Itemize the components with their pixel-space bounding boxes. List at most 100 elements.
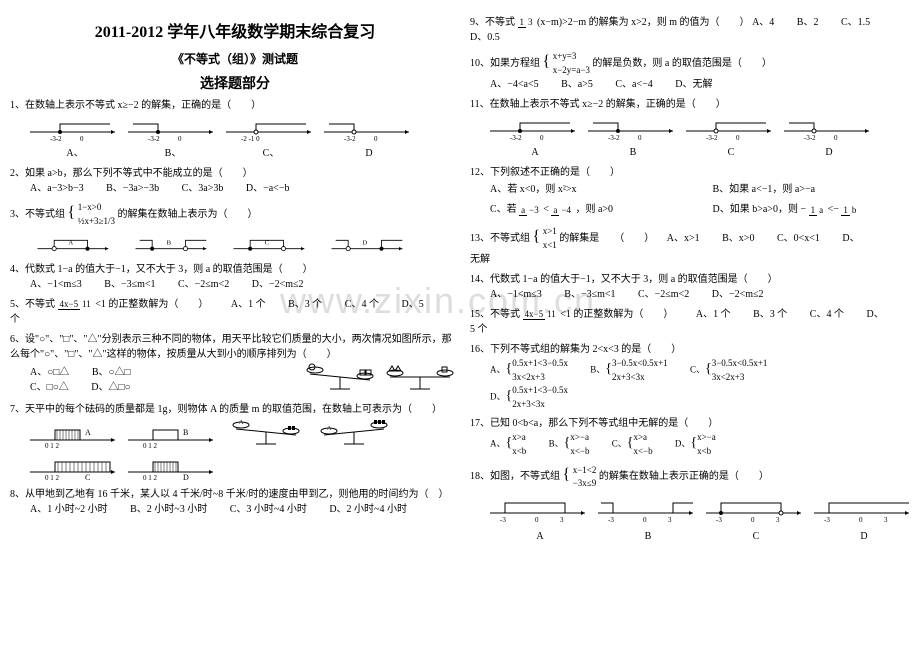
q17-c: C、 [612, 439, 627, 449]
svg-text:0: 0 [638, 134, 642, 141]
q1-label-a: A、 [30, 146, 120, 161]
question-2: 2、如果 a>b，那么下列不等式中不能成立的是（ ） A、a−3>b−3 B、−… [10, 166, 460, 196]
subtitle: 《不等式（组）》测试题 [10, 50, 460, 67]
q10-opt-a: A、−4<a<5 [490, 77, 539, 92]
q3-text: 3、不等式组 [10, 209, 65, 220]
q5-pre: 5、不等式 [10, 299, 55, 310]
q8-opt-b: B、2 小时~3 小时 [130, 502, 207, 517]
q9-opt-c: C、1.5 [841, 15, 870, 30]
q16-b1: 3−0.5x<0.5x+1 [612, 358, 668, 368]
q18-label-d: D [814, 529, 914, 544]
q5-post: <1 的正整数解为（ ） [95, 299, 208, 310]
q12-c-mid: < [543, 204, 549, 215]
q13-opt-b: B、x>0 [722, 231, 754, 246]
q18-sys1: x−1<2 [573, 465, 597, 475]
q11-text: 11、在数轴上表示不等式 x≥−2 的解集，正确的是（ ） [470, 99, 726, 110]
q13-post: 的解集是 （ ） [559, 233, 654, 244]
q6-balance-1 [300, 362, 380, 397]
svg-text:-3: -3 [500, 516, 506, 524]
question-16: 16、下列不等式组的解集为 2<x<3 的是（ ） A、{0.5x+1<3−0.… [470, 342, 920, 411]
q16-a2: 3x<2x+3 [512, 372, 545, 382]
q1-numline-b: -3-20 [128, 117, 218, 142]
svg-text:0: 0 [80, 135, 84, 142]
q18-label-b: B [598, 529, 698, 544]
q16-c2: 3x<2x+3 [712, 372, 745, 382]
q13-sys2: x<1 [543, 240, 557, 250]
q16-c1: 3−0.5x<0.5x+1 [712, 358, 768, 368]
question-17: 17、已知 0<b<a，那么下列不等式组中无解的是（ ） A、{x>ax<b B… [470, 416, 920, 458]
q3-numline-b: B [128, 232, 218, 257]
question-15: 15、不等式 4x−511 <1 的正整数解为（ ） A、1 个 B、3 个 C… [470, 307, 920, 337]
q13-opt-c: C、0<x<1 [777, 231, 820, 246]
q16-a1: 0.5x+1<3−0.5x [512, 358, 568, 368]
q11-numline-a: -3-20 [490, 116, 580, 141]
svg-text:3: 3 [884, 516, 888, 524]
q12-d-f1d: a [817, 205, 825, 215]
q9-opt-d: D、0.5 [470, 30, 500, 45]
q17-c2: x<−b [633, 446, 652, 456]
q17-b2: x<−b [570, 446, 589, 456]
q12-c-f1d: −3 [527, 205, 541, 215]
svg-text:3: 3 [560, 516, 564, 524]
svg-text:C: C [85, 473, 90, 482]
q7-balance-2: A [314, 417, 394, 452]
q15-post: <1 的正整数解为（ ） [560, 309, 673, 320]
q15-opt-d: D、 [866, 307, 883, 322]
q4-text: 4、代数式 1−a 的值大于−1，又不大于 3，则 a 的取值范围是（ ） [10, 264, 313, 275]
q12-d-f2d: b [850, 205, 859, 215]
svg-text:0: 0 [178, 135, 182, 142]
q18-numline-a: -303 [490, 495, 590, 525]
q16-d2: 2x+3<3x [512, 399, 545, 409]
q4-opt-d: D、−2<m≤2 [252, 277, 304, 292]
q3-numline-c: C [226, 232, 316, 257]
q4-opt-c: C、−2≤m<2 [178, 277, 229, 292]
q17-text: 17、已知 0<b<a，那么下列不等式组中无解的是（ ） [470, 418, 718, 429]
svg-text:-3-2: -3-2 [510, 134, 522, 141]
q5-frac-n: 4x−5 [58, 299, 81, 310]
q1-label-c: C、 [226, 146, 316, 161]
q14-opt-d: D、−2<m≤2 [712, 287, 764, 302]
svg-text:-3-2: -3-2 [50, 135, 62, 142]
q3-text2: 的解集在数轴上表示为（ ） [117, 209, 257, 220]
question-10: 10、如果方程组 { x+y=3 x−2y=a−3 的解是负数，则 a 的取值范… [470, 50, 920, 92]
svg-text:0 1 2: 0 1 2 [143, 474, 158, 482]
q5-opt-c: C、4 个 [345, 297, 379, 312]
q2-opt-b: B、−3a>−3b [106, 181, 159, 196]
q10-post: 的解是负数，则 a 的取值范围是（ ） [592, 58, 771, 69]
question-6: 6、设"○"、"□"、"△"分别表示三种不同的物体，用天平比较它们质量的大小，两… [10, 332, 460, 397]
q9-post: (x−m)>2−m 的解集为 x>2，则 m 的值为（ ） [537, 17, 750, 28]
q6-text: 6、设"○"、"□"、"△"分别表示三种不同的物体，用天平比较它们质量的大小，两… [10, 334, 452, 360]
q12-opt-c-post: ，则 a>0 [575, 204, 613, 215]
svg-text:-3-2: -3-2 [804, 134, 816, 141]
svg-text:D: D [362, 240, 367, 247]
question-14: 14、代数式 1−a 的值大于−1，又不大于 3，则 a 的取值范围是（ ） A… [470, 272, 920, 302]
section-title: 选择题部分 [10, 73, 460, 93]
svg-text:C: C [265, 240, 270, 247]
q2-opt-d: D、−a<−b [246, 181, 290, 196]
q13-opt-d: D、 [842, 231, 859, 246]
svg-text:D: D [183, 473, 189, 482]
q18-label-a: A [490, 529, 590, 544]
q15-pre: 15、不等式 [470, 309, 520, 320]
q7-numline-d: 0 1 2 D [128, 452, 218, 482]
q7-numline-c: 0 1 2 C [30, 452, 120, 482]
q17-a1: x>a [512, 432, 526, 442]
question-11: 11、在数轴上表示不等式 x≥−2 的解集，正确的是（ ） -3-20 -3-2… [470, 97, 920, 160]
q7-balance-1: A [226, 417, 306, 452]
q17-a: A、 [490, 439, 506, 449]
question-1: 1、在数轴上表示不等式 x≥−2 的解集，正确的是（ ） -3-20 -3-20… [10, 98, 460, 161]
q18-label-c: C [706, 529, 806, 544]
q11-label-d: D [784, 145, 874, 160]
svg-text:0: 0 [643, 516, 647, 524]
q18-numline-d: -303 [814, 495, 914, 525]
q5-opt-a: A、1 个 [231, 297, 266, 312]
q8-opt-a: A、1 小时~2 小时 [30, 502, 108, 517]
q10-opt-d: D、无解 [675, 77, 712, 92]
q15-suffix: 5 个 [470, 322, 920, 337]
q13-suffix: 无解 [470, 252, 920, 267]
svg-text:0 1 2: 0 1 2 [45, 474, 60, 482]
q16-c: C、 [690, 365, 705, 375]
svg-text:0: 0 [751, 516, 755, 524]
q10-sys1: x+y=3 [553, 51, 577, 61]
q12-d-f2n: 1 [841, 205, 850, 216]
